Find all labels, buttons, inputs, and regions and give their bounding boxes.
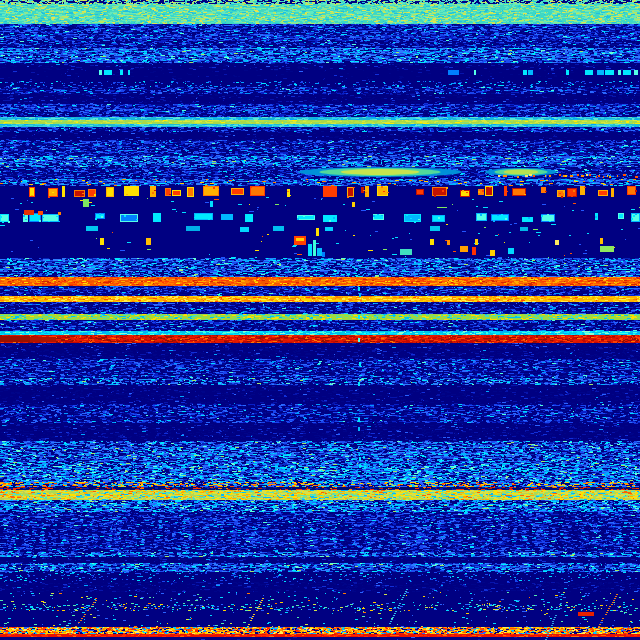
heatmap-canvas <box>0 0 640 640</box>
heatmap-figure <box>0 0 640 640</box>
